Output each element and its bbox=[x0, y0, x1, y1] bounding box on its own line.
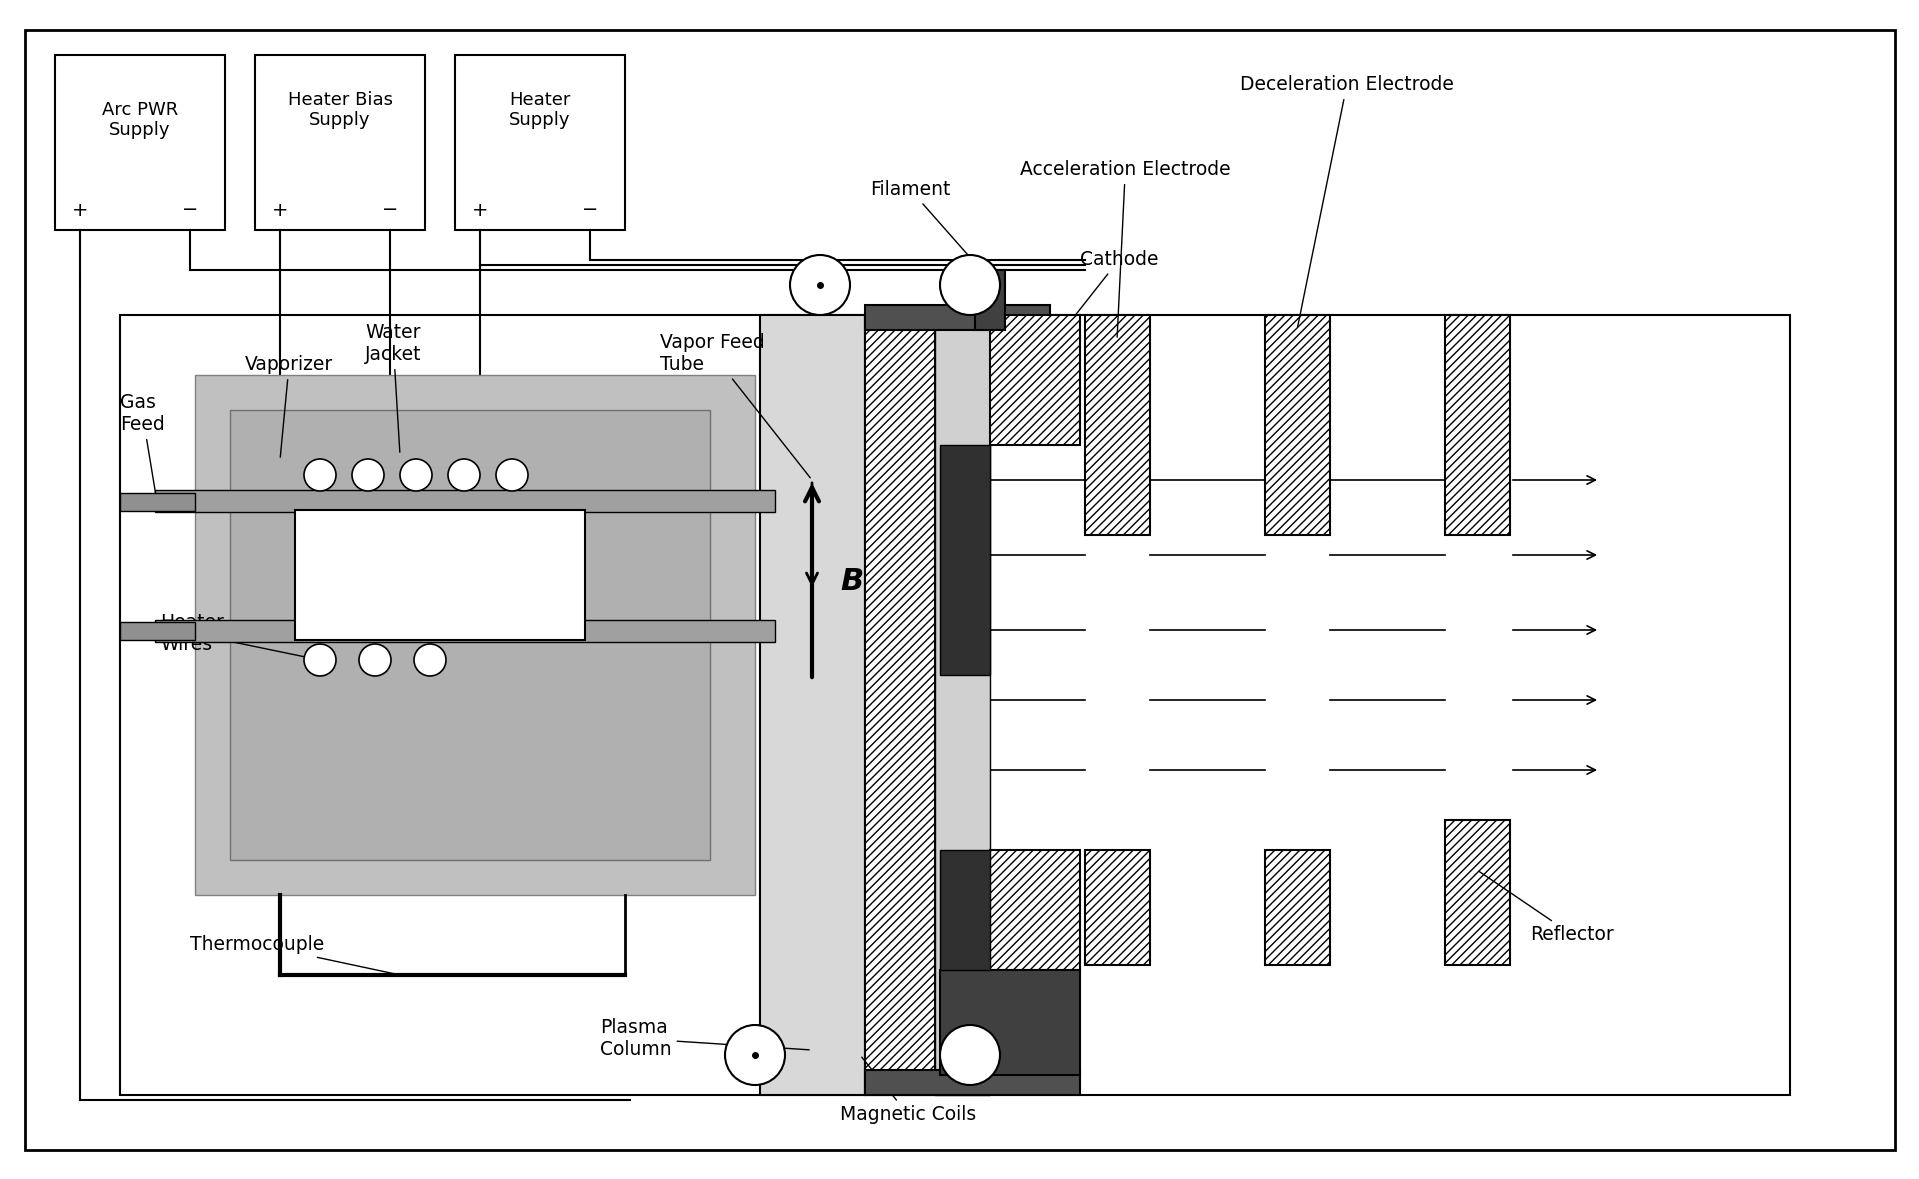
Text: Thermocouple: Thermocouple bbox=[190, 935, 397, 974]
Bar bbox=[455, 55, 626, 230]
Bar bbox=[990, 315, 1080, 444]
Bar bbox=[865, 305, 1050, 330]
Bar bbox=[155, 490, 775, 512]
Circle shape bbox=[415, 644, 445, 676]
Text: Water
Jacket: Water Jacket bbox=[365, 323, 422, 453]
Text: B: B bbox=[841, 567, 864, 597]
Bar bbox=[990, 850, 1080, 970]
Bar bbox=[255, 55, 424, 230]
Bar bbox=[940, 444, 990, 676]
Bar bbox=[121, 493, 196, 511]
Text: −: − bbox=[182, 200, 198, 219]
Bar bbox=[121, 315, 1790, 1095]
Bar bbox=[1084, 850, 1149, 964]
Text: Acceleration Electrode: Acceleration Electrode bbox=[1021, 160, 1230, 337]
Bar bbox=[196, 375, 754, 895]
Circle shape bbox=[351, 459, 384, 490]
Circle shape bbox=[940, 255, 1000, 315]
Circle shape bbox=[399, 459, 432, 490]
Bar bbox=[1445, 315, 1510, 535]
Text: +: + bbox=[272, 200, 288, 219]
Text: Gas
Feed: Gas Feed bbox=[121, 393, 165, 499]
Text: Reflector: Reflector bbox=[1480, 871, 1614, 944]
Text: Plasma
Column: Plasma Column bbox=[601, 1017, 810, 1059]
Bar bbox=[121, 623, 196, 640]
Circle shape bbox=[940, 1025, 1000, 1085]
Bar bbox=[940, 850, 990, 970]
Circle shape bbox=[495, 459, 528, 490]
Text: Heater
Supply: Heater Supply bbox=[509, 91, 570, 130]
Text: −: − bbox=[581, 200, 599, 219]
Text: Arc PWR
Supply: Arc PWR Supply bbox=[102, 100, 178, 139]
Text: Vaporizer: Vaporizer bbox=[246, 355, 334, 457]
Bar bbox=[865, 315, 935, 1095]
Bar bbox=[1084, 315, 1149, 535]
Bar bbox=[1265, 315, 1330, 535]
Text: Magnetic Coils: Magnetic Coils bbox=[841, 1058, 977, 1124]
Text: Vapor Feed
Tube: Vapor Feed Tube bbox=[660, 332, 810, 477]
Text: +: + bbox=[472, 200, 487, 219]
Circle shape bbox=[303, 459, 336, 490]
Circle shape bbox=[791, 255, 850, 315]
Text: Heater
Wires: Heater Wires bbox=[159, 613, 317, 659]
Text: Cathode: Cathode bbox=[1042, 250, 1159, 357]
Text: −: − bbox=[382, 200, 397, 219]
Bar bbox=[940, 970, 1080, 1075]
Circle shape bbox=[303, 644, 336, 676]
Bar bbox=[1445, 821, 1510, 964]
Bar bbox=[296, 511, 585, 640]
Bar bbox=[865, 1071, 1080, 1095]
Text: Filament: Filament bbox=[869, 180, 988, 278]
Text: Heater Bias
Supply: Heater Bias Supply bbox=[288, 91, 393, 130]
Bar bbox=[935, 315, 990, 1095]
Bar bbox=[975, 270, 1006, 330]
Text: Deceleration Electrode: Deceleration Electrode bbox=[1240, 75, 1455, 328]
Bar bbox=[56, 55, 225, 230]
Circle shape bbox=[725, 1025, 785, 1085]
Circle shape bbox=[447, 459, 480, 490]
Bar bbox=[1265, 850, 1330, 964]
Bar bbox=[230, 410, 710, 859]
Bar bbox=[155, 620, 775, 643]
Text: +: + bbox=[71, 200, 88, 219]
Circle shape bbox=[359, 644, 391, 676]
Bar bbox=[760, 315, 865, 1095]
